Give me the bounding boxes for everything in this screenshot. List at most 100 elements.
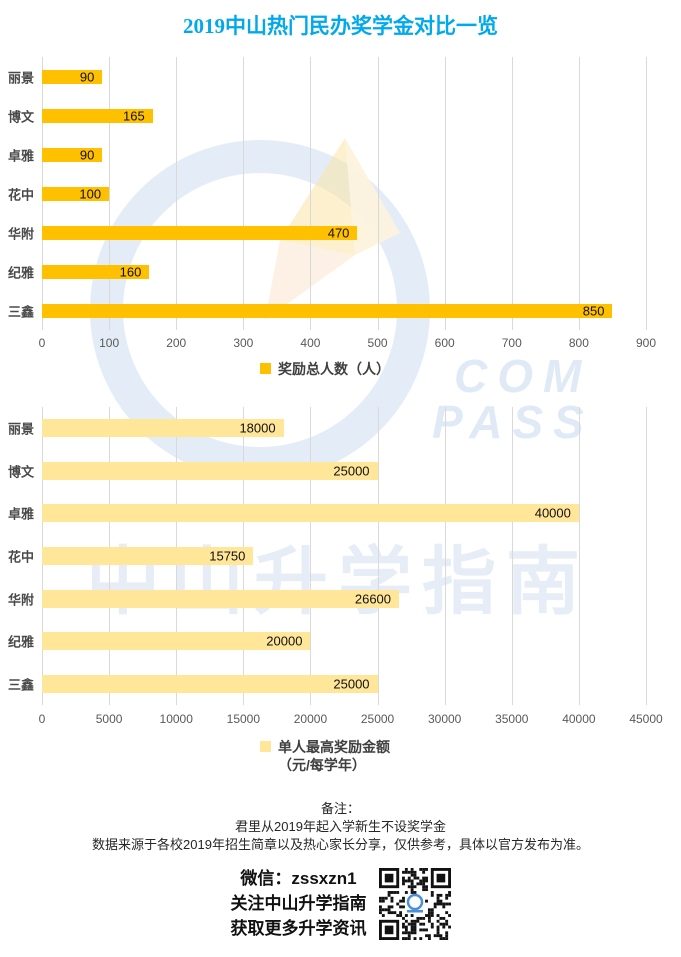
gridline xyxy=(646,407,647,705)
x-axis-tick-label: 900 xyxy=(635,336,657,350)
wechat-info: 微信：zssxzn1 关注中山升学指南 获取更多升学资讯 xyxy=(231,866,367,941)
x-axis-tick-label: 25000 xyxy=(360,712,395,726)
chart-plot-area: 丽景 90 博文 165 卓雅 90 花中 100 华附 470 纪雅 160 三鑫 850 xyxy=(8,57,647,330)
bar: 20000 xyxy=(42,632,311,651)
x-axis-tick-label: 500 xyxy=(367,336,388,350)
bar-row: 花中 15750 xyxy=(8,535,646,578)
gridline xyxy=(511,57,513,330)
chart-legend: 奖励总人数（人） xyxy=(0,360,650,378)
bar: 470 xyxy=(42,225,358,240)
x-axis-tick-label: 15000 xyxy=(226,712,261,726)
notes-heading: 备注： xyxy=(320,801,360,816)
bar-row: 纪雅 160 xyxy=(8,252,646,291)
category-label: 丽景 xyxy=(7,421,34,437)
category-label: 华附 xyxy=(7,226,34,241)
category-label: 卓雅 xyxy=(7,506,34,522)
x-axis-tick-label: 100 xyxy=(99,336,120,350)
bar: 26600 xyxy=(42,589,400,608)
chart-plot-area: 丽景 18000 博文 25000 卓雅 40000 花中 15750 华附 26600 纪雅 200… xyxy=(8,407,647,705)
gridline xyxy=(109,57,111,330)
qr-code xyxy=(378,867,451,940)
x-axis-tick-label: 400 xyxy=(300,336,321,350)
legend-label-line1: 单人最高奖励金额 xyxy=(278,739,390,755)
bar-value-label: 40000 xyxy=(534,505,571,521)
legend-label: 单人最高奖励金额 （元/每学年） xyxy=(278,738,390,774)
footer-line: 获取更多升学资讯 xyxy=(230,919,367,938)
notes-line: 君里从2019年起入学新生不设奖学金 xyxy=(235,819,446,834)
bar: 165 xyxy=(42,108,153,123)
bar: 100 xyxy=(42,186,110,201)
x-axis-tick-label: 800 xyxy=(568,336,589,350)
bar: 15750 xyxy=(42,547,254,566)
gridline xyxy=(578,407,580,705)
bar-value-label: 160 xyxy=(119,264,142,279)
notes-line: 数据来源于各校2019年招生简章以及热心家长分享，仅供参考，具体以官方发布为准。 xyxy=(92,837,589,852)
bar-value-label: 470 xyxy=(327,225,350,240)
gridline xyxy=(310,407,312,705)
legend-label: 奖励总人数（人） xyxy=(278,361,390,377)
chart-legend: 单人最高奖励金额 （元/每学年） xyxy=(0,738,650,774)
bar-value-label: 20000 xyxy=(266,633,303,649)
category-label: 卓雅 xyxy=(7,148,34,163)
footer: 微信：zssxzn1 关注中山升学指南 获取更多升学资讯 xyxy=(0,866,681,941)
category-label: 花中 xyxy=(7,549,34,565)
bar-value-label: 25000 xyxy=(333,676,370,692)
legend-label-line2: （元/每学年） xyxy=(278,757,366,773)
category-label: 三鑫 xyxy=(7,304,34,319)
x-axis-tick-label: 0 xyxy=(38,712,46,726)
bar-value-label: 90 xyxy=(79,69,95,84)
category-label: 华附 xyxy=(7,592,34,608)
x-axis-tick-label: 700 xyxy=(501,336,522,350)
x-axis-tick-label: 45000 xyxy=(629,712,663,726)
x-axis: 0 5000 10000 15000 20000 25000 30000 35000 40000… xyxy=(38,712,663,727)
bar-value-label: 25000 xyxy=(333,463,370,479)
bar: 18000 xyxy=(42,419,284,438)
bar-row: 华附 470 xyxy=(8,213,646,252)
bar-row: 博文 25000 xyxy=(8,450,646,493)
bar-value-label: 850 xyxy=(582,303,605,318)
bar: 25000 xyxy=(42,674,378,693)
x-axis-tick-label: 0 xyxy=(38,336,46,350)
bar-row: 卓雅 90 xyxy=(8,135,646,174)
category-label: 花中 xyxy=(7,187,34,202)
gridline xyxy=(377,407,379,705)
gridline xyxy=(511,407,513,705)
bar: 90 xyxy=(42,69,103,84)
bar-row: 三鑫 25000 xyxy=(8,662,646,705)
x-axis-tick-label: 30000 xyxy=(427,712,462,726)
category-label: 博文 xyxy=(7,464,34,480)
x-axis-tick-label: 40000 xyxy=(562,712,596,726)
gridline xyxy=(646,57,647,330)
category-label: 博文 xyxy=(7,109,34,124)
x-axis-tick-label: 200 xyxy=(166,336,187,350)
category-label: 纪雅 xyxy=(7,634,34,650)
x-axis: 0 100 200 300 400 500 600 700 800 900 xyxy=(38,336,656,351)
bar-value-label: 165 xyxy=(123,108,145,123)
x-axis-tick-label: 20000 xyxy=(293,712,328,726)
category-label: 丽景 xyxy=(7,70,34,85)
bar-row: 华附 26600 xyxy=(8,577,646,620)
gridline xyxy=(176,57,178,330)
gridline xyxy=(243,57,245,330)
bar-value-label: 100 xyxy=(79,186,102,201)
notes-block: 备注： 君里从2019年起入学新生不设奖学金 数据来源于各校2019年招生简章以… xyxy=(0,800,681,854)
x-axis-tick-label: 300 xyxy=(233,336,254,350)
bar-value-label: 15750 xyxy=(209,548,246,564)
bar: 40000 xyxy=(42,504,579,523)
bar: 160 xyxy=(42,264,150,279)
page-title: 2019中山热门民办奖学金对比一览 xyxy=(183,14,498,38)
x-axis-tick-label: 600 xyxy=(434,336,455,350)
category-label: 三鑫 xyxy=(7,677,34,693)
footer-line: 关注中山升学指南 xyxy=(230,894,367,913)
legend-swatch-icon xyxy=(260,363,271,374)
wechat-id: 微信：zssxzn1 xyxy=(240,869,357,888)
bar: 90 xyxy=(42,147,103,162)
x-axis-tick-label: 35000 xyxy=(495,712,529,726)
bar-row: 三鑫 850 xyxy=(8,291,646,330)
gridline xyxy=(578,57,580,330)
gridline xyxy=(444,407,446,705)
bar-row: 丽景 18000 xyxy=(8,407,646,450)
bar-row: 博文 165 xyxy=(8,96,646,135)
bar-value-label: 18000 xyxy=(239,420,276,436)
